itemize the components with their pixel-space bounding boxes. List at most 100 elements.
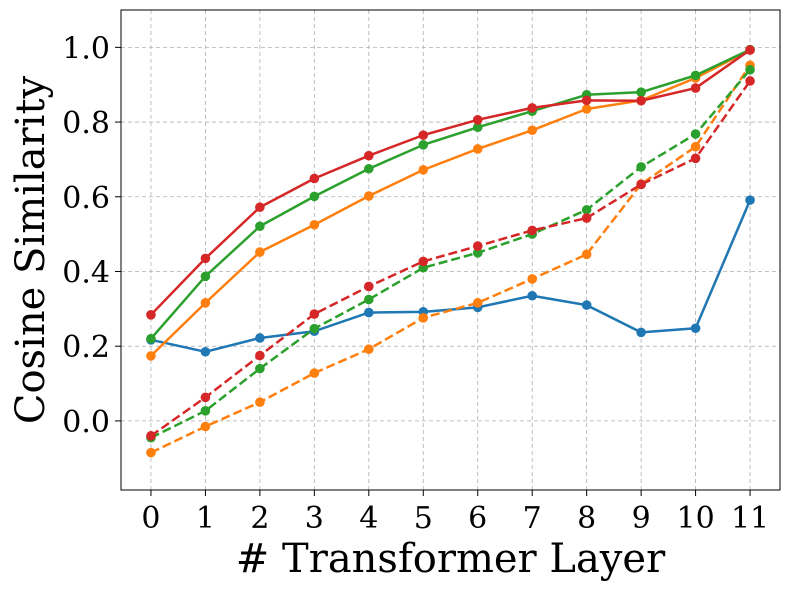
x-tick-label: 7 [523, 501, 542, 536]
data-point [745, 195, 755, 205]
series-7 [146, 76, 755, 441]
data-point [745, 64, 755, 75]
data-point [309, 191, 320, 202]
x-tick-label: 9 [632, 501, 651, 536]
data-point [200, 406, 211, 416]
data-point [146, 351, 156, 361]
data-point [255, 221, 265, 232]
data-point [636, 327, 646, 338]
data-point [418, 130, 429, 140]
data-point [472, 115, 483, 125]
data-point [200, 298, 211, 308]
data-point [309, 173, 320, 184]
data-point [364, 344, 374, 354]
data-point [527, 103, 537, 113]
series-line [150, 199, 752, 354]
data-point [146, 333, 156, 344]
series-group [146, 44, 755, 458]
data-point [200, 253, 211, 264]
data-point [636, 179, 646, 190]
data-point [364, 150, 374, 161]
data-point [581, 213, 592, 223]
data-point [472, 298, 483, 308]
x-tick-label: 3 [305, 501, 324, 536]
data-point [581, 205, 592, 215]
y-axis-ticks: 0.0 0.2 0.4 0.6 0.8 1.0 [62, 31, 121, 440]
series-1 [146, 195, 755, 357]
data-point [364, 191, 374, 201]
data-point [146, 431, 156, 441]
data-point [690, 70, 701, 81]
series-line [150, 64, 752, 454]
data-point [472, 241, 483, 251]
data-point [255, 333, 265, 343]
series-5 [146, 60, 755, 458]
series-4 [146, 45, 755, 320]
data-point [745, 45, 755, 55]
x-tick-label: 1 [196, 501, 215, 536]
plot-frame [120, 9, 781, 491]
data-point [581, 249, 592, 260]
data-point [364, 281, 374, 292]
data-point [472, 248, 483, 258]
data-point [690, 83, 701, 93]
data-point [527, 290, 537, 301]
data-point [255, 350, 265, 361]
grid [121, 10, 780, 490]
data-point [200, 392, 211, 403]
data-point [745, 76, 755, 86]
x-tick-label: 0 [141, 501, 160, 536]
x-tick-label: 11 [731, 501, 769, 536]
data-point [364, 307, 374, 318]
data-point [527, 125, 537, 136]
data-point [309, 368, 320, 378]
x-tick-label: 2 [250, 501, 269, 536]
data-point [636, 162, 646, 172]
data-point [364, 163, 374, 174]
data-point [146, 310, 156, 320]
x-tick-label: 4 [359, 501, 378, 536]
data-point [418, 140, 429, 150]
data-point [200, 346, 211, 357]
x-tick-label: 5 [414, 501, 433, 536]
x-tick-label: 8 [577, 501, 596, 536]
data-point [200, 421, 211, 432]
y-tick-label: 1.0 [62, 31, 110, 66]
series-line [150, 48, 751, 357]
y-tick-label: 0.4 [62, 255, 110, 290]
data-point [255, 202, 265, 213]
data-point [527, 225, 537, 236]
data-point [581, 95, 592, 106]
y-tick-label: 0.2 [62, 330, 110, 365]
data-point [581, 300, 592, 310]
series-line [150, 80, 752, 437]
data-point [309, 323, 320, 334]
data-point [309, 219, 320, 230]
x-tick-label: 6 [468, 501, 487, 536]
data-point [255, 363, 265, 374]
y-tick-label: 0.6 [62, 181, 110, 216]
data-point [200, 271, 211, 282]
data-point [690, 153, 701, 164]
data-point [309, 309, 320, 319]
data-point [690, 323, 701, 334]
x-axis-ticks: 0 1 2 3 4 5 6 7 8 9 10 11 [141, 490, 769, 536]
x-tick-label: 10 [676, 501, 714, 536]
data-point [255, 247, 265, 257]
data-point [418, 256, 429, 267]
data-point [255, 397, 265, 408]
data-point [527, 274, 537, 284]
data-point [581, 104, 592, 114]
series-line [150, 68, 752, 439]
x-axis-label: # Transformer Layer [236, 536, 666, 582]
data-point [418, 165, 429, 175]
data-point [636, 87, 646, 97]
y-axis-label: Cosine Similarity [8, 75, 54, 424]
data-point [690, 141, 701, 152]
series-3 [146, 44, 755, 344]
y-tick-label: 0.8 [62, 106, 110, 141]
data-point [690, 129, 701, 139]
data-point [636, 95, 646, 106]
data-point [472, 122, 483, 133]
